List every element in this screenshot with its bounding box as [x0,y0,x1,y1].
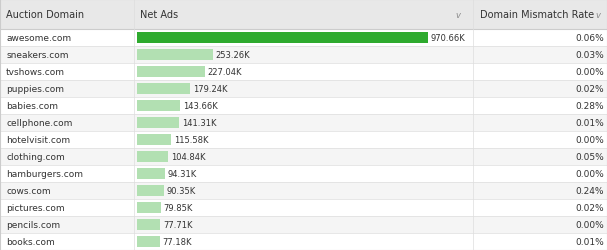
Text: 77.71K: 77.71K [163,220,192,229]
FancyBboxPatch shape [137,84,191,94]
Text: puppies.com: puppies.com [6,85,64,94]
FancyBboxPatch shape [137,118,179,128]
FancyBboxPatch shape [0,98,607,114]
FancyBboxPatch shape [0,132,607,148]
FancyBboxPatch shape [0,166,607,182]
FancyBboxPatch shape [0,30,607,47]
Text: 970.66K: 970.66K [431,34,466,43]
FancyBboxPatch shape [137,202,160,213]
Text: 0.03%: 0.03% [575,51,604,60]
FancyBboxPatch shape [137,50,212,61]
Text: 227.04K: 227.04K [208,68,242,77]
Text: 0.00%: 0.00% [575,136,604,144]
Text: 0.01%: 0.01% [575,118,604,128]
Text: 179.24K: 179.24K [194,85,228,94]
Text: 79.85K: 79.85K [163,203,193,212]
Text: sneakers.com: sneakers.com [6,51,69,60]
FancyBboxPatch shape [0,64,607,81]
Text: 143.66K: 143.66K [183,102,217,111]
Text: 94.31K: 94.31K [168,169,197,178]
Text: 0.00%: 0.00% [575,169,604,178]
Text: cellphone.com: cellphone.com [6,118,72,128]
FancyBboxPatch shape [137,219,160,230]
FancyBboxPatch shape [0,0,607,30]
FancyBboxPatch shape [0,182,607,199]
Text: 0.02%: 0.02% [575,85,604,94]
Text: 90.35K: 90.35K [167,186,196,195]
FancyBboxPatch shape [137,168,165,179]
Text: 0.00%: 0.00% [575,220,604,229]
FancyBboxPatch shape [137,186,164,196]
Text: 0.00%: 0.00% [575,68,604,77]
Text: awesome.com: awesome.com [6,34,71,43]
Text: 0.06%: 0.06% [575,34,604,43]
FancyBboxPatch shape [137,101,180,112]
Text: 0.01%: 0.01% [575,237,604,246]
FancyBboxPatch shape [137,33,428,44]
Text: books.com: books.com [6,237,55,246]
Text: Domain Mismatch Rate: Domain Mismatch Rate [480,10,594,20]
FancyBboxPatch shape [0,148,607,166]
FancyBboxPatch shape [137,67,205,78]
Text: hotelvisit.com: hotelvisit.com [6,136,70,144]
FancyBboxPatch shape [0,114,607,132]
FancyBboxPatch shape [137,236,160,247]
Text: 115.58K: 115.58K [174,136,209,144]
Text: pencils.com: pencils.com [6,220,60,229]
Text: 0.24%: 0.24% [575,186,604,195]
Text: 253.26K: 253.26K [215,51,250,60]
Text: hamburgers.com: hamburgers.com [6,169,83,178]
Text: pictures.com: pictures.com [6,203,65,212]
Text: clothing.com: clothing.com [6,152,65,162]
FancyBboxPatch shape [0,47,607,64]
FancyBboxPatch shape [137,135,171,145]
Text: tvshows.com: tvshows.com [6,68,65,77]
FancyBboxPatch shape [0,233,607,250]
Text: 141.31K: 141.31K [182,118,217,128]
FancyBboxPatch shape [0,199,607,216]
FancyBboxPatch shape [0,216,607,233]
Text: v: v [456,10,461,20]
Text: Auction Domain: Auction Domain [6,10,84,20]
FancyBboxPatch shape [137,152,168,162]
Text: Net Ads: Net Ads [140,10,178,20]
Text: babies.com: babies.com [6,102,58,111]
Text: cows.com: cows.com [6,186,51,195]
Text: 0.28%: 0.28% [575,102,604,111]
Text: 77.18K: 77.18K [163,237,192,246]
Text: 0.05%: 0.05% [575,152,604,162]
Text: 0.02%: 0.02% [575,203,604,212]
Text: v: v [595,10,600,20]
Text: 104.84K: 104.84K [171,152,206,162]
FancyBboxPatch shape [0,81,607,98]
